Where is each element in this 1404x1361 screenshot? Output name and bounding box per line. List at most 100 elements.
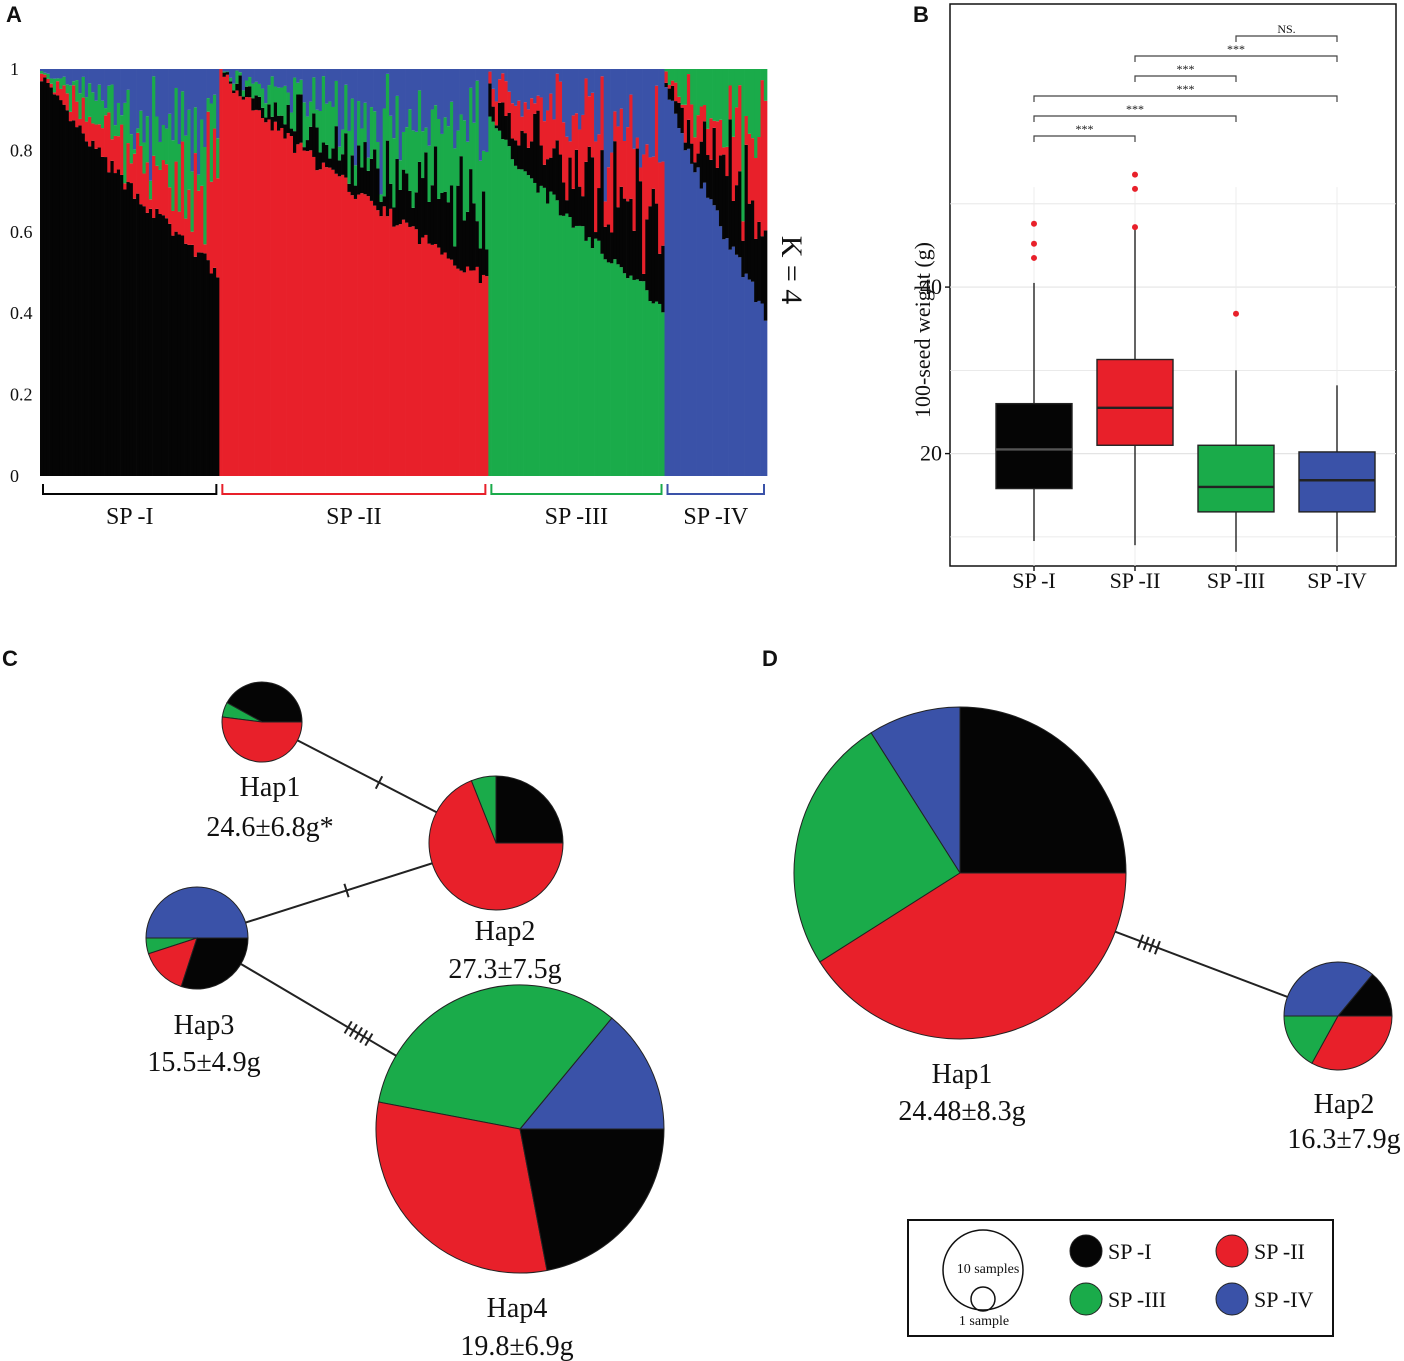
admixture-segment-sp-i bbox=[78, 125, 82, 476]
admixture-segment-sp-iii bbox=[200, 119, 204, 186]
admixture-segment-sp-iv bbox=[168, 69, 172, 114]
admixture-segment-sp-i bbox=[526, 147, 531, 176]
admixture-segment-sp-iii bbox=[664, 69, 669, 72]
admixture-segment-sp-ii bbox=[200, 185, 204, 253]
admixture-segment-sp-iv bbox=[116, 69, 121, 103]
admixture-segment-sp-iii bbox=[193, 107, 198, 154]
admixture-segment-sp-iii bbox=[148, 180, 153, 200]
admixture-segment-sp-ii bbox=[334, 173, 339, 477]
admixture-segment-sp-i bbox=[622, 198, 627, 274]
admixture-segment-sp-iv bbox=[129, 69, 134, 135]
admixture-segment-sp-ii bbox=[763, 100, 768, 231]
admixture-segment-sp-iii bbox=[209, 103, 214, 182]
admixture-segment-sp-i bbox=[408, 190, 412, 227]
pie-slice-sp-iii bbox=[377, 984, 613, 1130]
admixture-segment-sp-iii bbox=[501, 139, 505, 476]
admixture-segment-sp-iii bbox=[642, 281, 646, 476]
admixture-segment-sp-iv bbox=[299, 69, 303, 80]
x-tick-label: SP -IV bbox=[1307, 568, 1367, 593]
admixture-segment-sp-iii bbox=[513, 165, 518, 476]
admixture-segment-sp-ii bbox=[398, 224, 403, 476]
admixture-segment-sp-ii bbox=[741, 221, 745, 241]
admixture-segment-sp-ii bbox=[635, 137, 640, 149]
admixture-segment-sp-ii bbox=[702, 105, 707, 122]
admixture-segment-sp-iv bbox=[260, 69, 265, 89]
admixture-segment-sp-iv bbox=[328, 69, 332, 102]
admixture-segment-sp-i bbox=[485, 249, 489, 277]
admixture-segment-sp-iii bbox=[184, 135, 188, 219]
admixture-segment-sp-i bbox=[145, 212, 150, 476]
admixture-segment-sp-i bbox=[699, 141, 704, 189]
admixture-segment-sp-iii bbox=[757, 69, 761, 137]
admixture-segment-sp-iv bbox=[97, 69, 102, 85]
admixture-segment-sp-i bbox=[379, 201, 384, 217]
legend-label-sp-ii: SP -II bbox=[1254, 1239, 1305, 1264]
admixture-segment-sp-i bbox=[424, 152, 428, 235]
admixture-segment-sp-iii bbox=[389, 115, 393, 184]
admixture-segment-sp-i bbox=[65, 110, 70, 477]
admixture-segment-sp-ii bbox=[405, 222, 409, 476]
admixture-segment-sp-iv bbox=[100, 69, 105, 101]
admixture-segment-sp-iii bbox=[613, 259, 617, 476]
admixture-segment-sp-i bbox=[94, 148, 98, 476]
admixture-segment-sp-iii bbox=[174, 87, 179, 162]
admixture-segment-sp-i bbox=[481, 191, 486, 275]
admixture-segment-sp-iii bbox=[164, 128, 169, 165]
admixture-segment-sp-ii bbox=[629, 94, 633, 199]
boxplot: NS. *** *** *** *** *** 20 40 SP -I SP -II SP -II… bbox=[910, 3, 1397, 593]
admixture-segment-sp-i bbox=[161, 215, 166, 476]
admixture-segment-sp-iii bbox=[750, 69, 755, 139]
admixture-segment-sp-i bbox=[651, 188, 656, 304]
admixture-segment-sp-iv bbox=[488, 69, 492, 72]
admixture-segment-sp-iv bbox=[385, 69, 390, 74]
admixture-segment-sp-iv bbox=[440, 69, 444, 134]
admixture-segment-sp-iv bbox=[286, 69, 291, 93]
admixture-segment-sp-ii bbox=[507, 91, 512, 113]
admixture-segment-sp-iv bbox=[520, 69, 524, 117]
admixture-segment-sp-ii bbox=[113, 135, 118, 174]
admixture-segment-sp-ii bbox=[222, 76, 227, 476]
admixture-segment-sp-iv bbox=[690, 163, 694, 476]
admixture-segment-sp-i bbox=[277, 115, 281, 131]
admixture-segment-sp-i bbox=[113, 173, 118, 477]
admixture-segment-sp-iv bbox=[91, 69, 95, 93]
admixture-segment-sp-iv bbox=[209, 69, 214, 104]
y-tick-label: 0 bbox=[10, 466, 19, 486]
admixture-segment-sp-ii bbox=[312, 156, 316, 476]
admixture-segment-sp-ii bbox=[81, 97, 86, 134]
admixture-segment-sp-ii bbox=[750, 138, 755, 201]
admixture-segment-sp-iv bbox=[238, 69, 243, 73]
haplotype-label: Hap3 bbox=[174, 1010, 235, 1041]
admixture-segment-sp-i bbox=[350, 155, 355, 196]
admixture-segment-sp-iii bbox=[494, 128, 499, 477]
admixture-segment-sp-i bbox=[180, 235, 185, 476]
admixture-segment-sp-iii bbox=[578, 225, 582, 476]
admixture-segment-sp-iii bbox=[555, 200, 560, 476]
admixture-segment-sp-ii bbox=[270, 130, 275, 477]
group-bracket-sp-i bbox=[42, 484, 218, 495]
admixture-segment-sp-iv bbox=[139, 69, 143, 111]
admixture-segment-sp-i bbox=[43, 77, 47, 477]
admixture-segment-sp-iv bbox=[469, 69, 473, 88]
sig-bracket bbox=[1033, 115, 1237, 122]
admixture-segment-sp-i bbox=[597, 188, 601, 241]
admixture-segment-sp-i bbox=[475, 221, 480, 267]
admixture-segment-sp-iv bbox=[421, 69, 425, 132]
admixture-segment-sp-i bbox=[331, 148, 335, 170]
admixture-segment-sp-iv bbox=[174, 69, 179, 88]
admixture-segment-sp-iii bbox=[629, 275, 633, 476]
admixture-segment-sp-i bbox=[709, 159, 713, 200]
admixture-segment-sp-iv bbox=[610, 69, 614, 153]
admixture-segment-sp-iv bbox=[126, 69, 131, 90]
admixture-segment-sp-iii bbox=[337, 146, 342, 161]
admixture-segment-sp-iii bbox=[667, 69, 672, 85]
admixture-segment-sp-i bbox=[315, 127, 319, 171]
admixture-segment-sp-ii bbox=[116, 136, 121, 170]
admixture-segment-sp-i bbox=[84, 141, 89, 476]
admixture-segment-sp-ii bbox=[760, 80, 765, 237]
haplotype-weight: 24.48±8.3g bbox=[898, 1096, 1025, 1127]
admixture-segment-sp-iv bbox=[433, 69, 438, 106]
admixture-segment-sp-i bbox=[341, 154, 345, 175]
admixture-segment-sp-iii bbox=[168, 113, 172, 188]
admixture-segment-sp-ii bbox=[690, 104, 694, 144]
